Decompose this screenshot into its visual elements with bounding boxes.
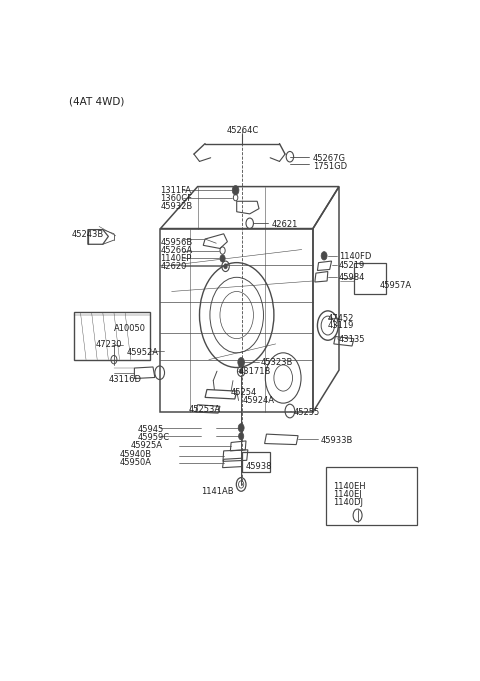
Text: 47230: 47230 [96, 340, 122, 349]
Text: 42621: 42621 [271, 221, 298, 229]
Circle shape [239, 432, 244, 440]
Text: 45925A: 45925A [131, 441, 163, 450]
Bar [354, 263, 385, 294]
Text: 1140DJ: 1140DJ [334, 498, 363, 507]
Text: 45219: 45219 [339, 261, 365, 270]
Text: 45264C: 45264C [226, 126, 258, 135]
Text: 45267G: 45267G [313, 155, 346, 163]
Text: 43119: 43119 [328, 321, 354, 330]
Text: 45984: 45984 [339, 273, 365, 282]
Text: 45255: 45255 [293, 408, 320, 417]
Circle shape [224, 264, 228, 269]
Circle shape [240, 368, 243, 374]
Text: 45950A: 45950A [120, 458, 152, 467]
Text: 45266A: 45266A [160, 246, 192, 255]
Bar [326, 467, 417, 525]
Text: 42620: 42620 [160, 262, 187, 271]
Text: 45945: 45945 [138, 425, 164, 434]
Text: 43171B: 43171B [239, 367, 271, 376]
Text: 43116D: 43116D [109, 375, 142, 384]
Text: 45323B: 45323B [261, 358, 293, 367]
Circle shape [220, 255, 225, 262]
Text: 45933B: 45933B [321, 437, 353, 445]
Text: 45254: 45254 [231, 388, 257, 397]
Text: 45957A: 45957A [380, 281, 412, 289]
Text: 45952A: 45952A [127, 348, 159, 357]
Text: A10050: A10050 [114, 323, 146, 333]
Text: 1140EJ: 1140EJ [334, 490, 362, 499]
Circle shape [232, 185, 239, 195]
Circle shape [321, 251, 327, 260]
Text: (4AT 4WD): (4AT 4WD) [69, 97, 125, 106]
Text: 1360CF: 1360CF [160, 193, 192, 203]
Bar [74, 313, 150, 360]
Text: 1140EP: 1140EP [160, 255, 192, 264]
Text: 1140EH: 1140EH [334, 482, 366, 491]
Text: 45938: 45938 [246, 462, 273, 471]
Text: 45956B: 45956B [160, 238, 192, 247]
Bar [242, 452, 270, 473]
Text: 45940B: 45940B [120, 450, 152, 459]
Text: 1141AB: 1141AB [201, 488, 233, 496]
Text: 1140FD: 1140FD [339, 252, 372, 261]
Text: 43135: 43135 [339, 335, 365, 344]
Text: 45932B: 45932B [160, 202, 192, 211]
Text: 1311FA: 1311FA [160, 187, 192, 195]
Text: 45924A: 45924A [242, 396, 274, 405]
Text: 45959C: 45959C [138, 432, 170, 442]
Text: 1751GD: 1751GD [313, 162, 347, 171]
Text: 45253A: 45253A [188, 405, 220, 414]
Circle shape [238, 358, 244, 367]
Text: 45243B: 45243B [72, 230, 104, 239]
Circle shape [238, 424, 244, 432]
Text: 47452: 47452 [328, 314, 354, 323]
